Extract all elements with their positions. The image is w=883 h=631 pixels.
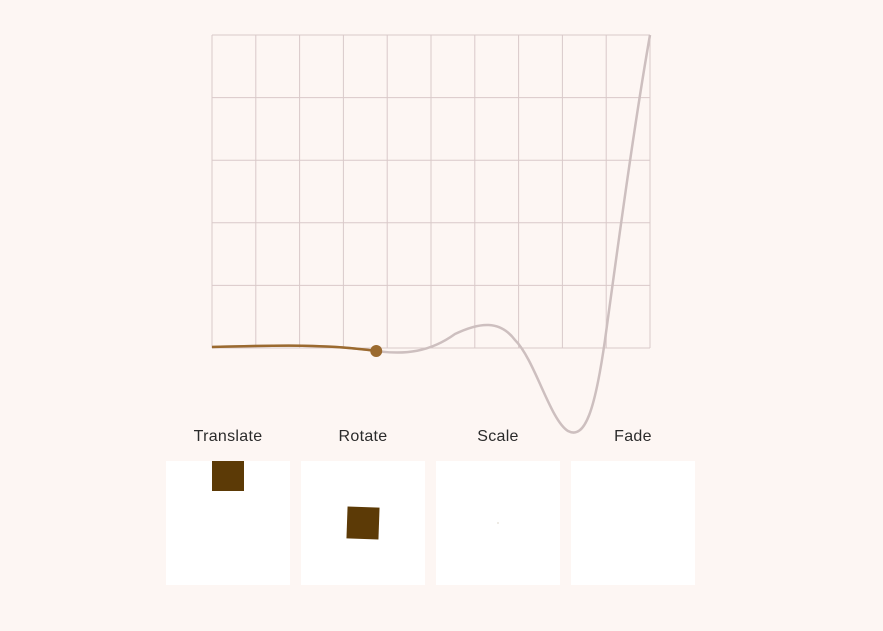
curve-grid bbox=[211, 34, 651, 349]
translate-panel bbox=[166, 461, 290, 585]
rotate-label: Rotate bbox=[338, 428, 388, 445]
curve-progress-dot bbox=[370, 345, 383, 357]
translate-square bbox=[212, 461, 244, 491]
fade-label: Fade bbox=[614, 428, 652, 445]
scale-label: Scale bbox=[477, 428, 519, 445]
scale-panel bbox=[436, 461, 560, 585]
rotate-square bbox=[346, 506, 380, 540]
fade-panel bbox=[571, 461, 695, 585]
scale-square bbox=[497, 522, 499, 524]
rotate-panel bbox=[301, 461, 425, 585]
easing-curve-progress bbox=[211, 344, 377, 353]
translate-label: Translate bbox=[193, 428, 263, 445]
